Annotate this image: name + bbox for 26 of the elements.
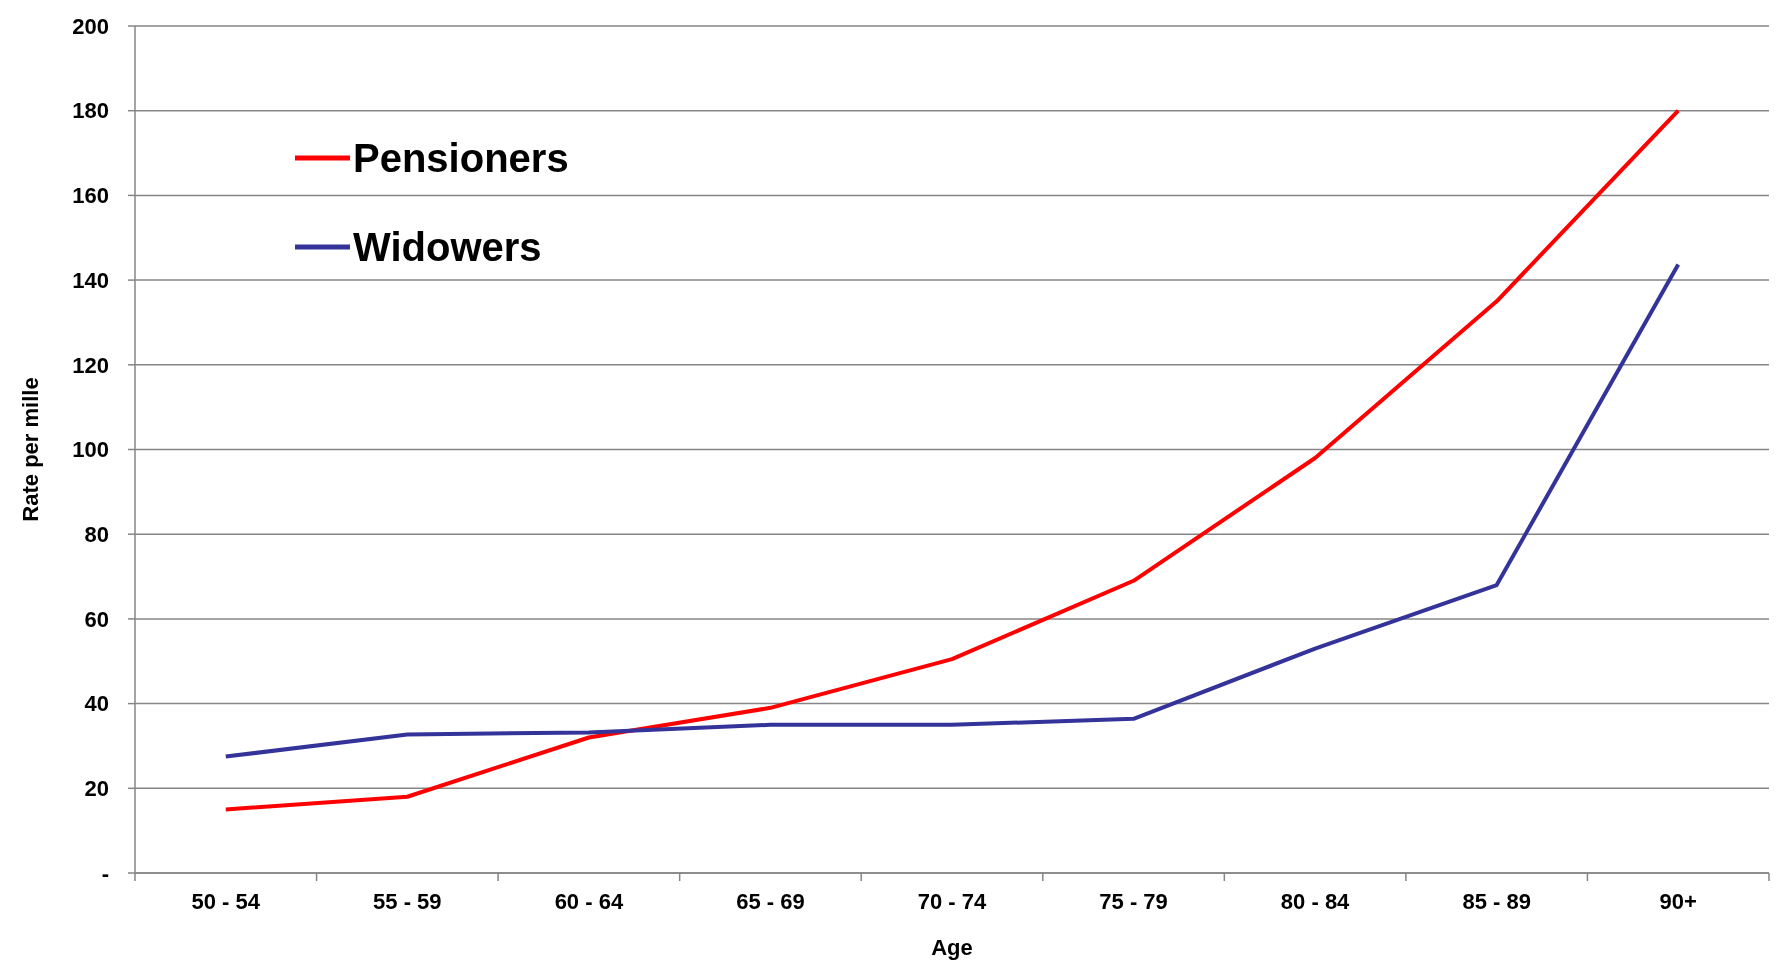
x-tick-label: 75 - 79 <box>1099 889 1168 914</box>
x-tick-label: 65 - 69 <box>736 889 805 914</box>
y-tick-label: 180 <box>72 98 109 124</box>
y-tick-label: 40 <box>84 691 109 717</box>
y-tick-label: - <box>101 860 109 886</box>
x-tick-label: 70 - 74 <box>917 889 988 914</box>
x-tick-label: 55 - 59 <box>373 889 442 914</box>
legend-label: Pensioners <box>353 136 569 180</box>
y-tick-label: 60 <box>84 606 109 632</box>
y-axis-title: Rate per mille <box>18 377 43 522</box>
line-series <box>223 108 1681 812</box>
y-tick-label: 120 <box>72 352 109 378</box>
x-axis-title: Age <box>931 935 973 960</box>
x-tick-label: 80 - 84 <box>1280 889 1351 914</box>
x-tick-label: 50 - 54 <box>191 889 261 914</box>
x-tick-label: 90+ <box>1659 889 1697 914</box>
legend-label: Widowers <box>353 225 542 269</box>
x-tick-label: 85 - 89 <box>1462 889 1531 914</box>
y-tick-label: 140 <box>72 267 109 293</box>
y-tick-label: 100 <box>72 437 109 463</box>
y-tick-label: 20 <box>84 776 109 801</box>
y-tick-label: 200 <box>72 13 109 39</box>
y-tick-label: 80 <box>84 521 109 547</box>
y-tick-label: 160 <box>72 183 109 209</box>
line-series <box>223 262 1681 759</box>
x-tick-label: 60 - 64 <box>554 889 624 914</box>
